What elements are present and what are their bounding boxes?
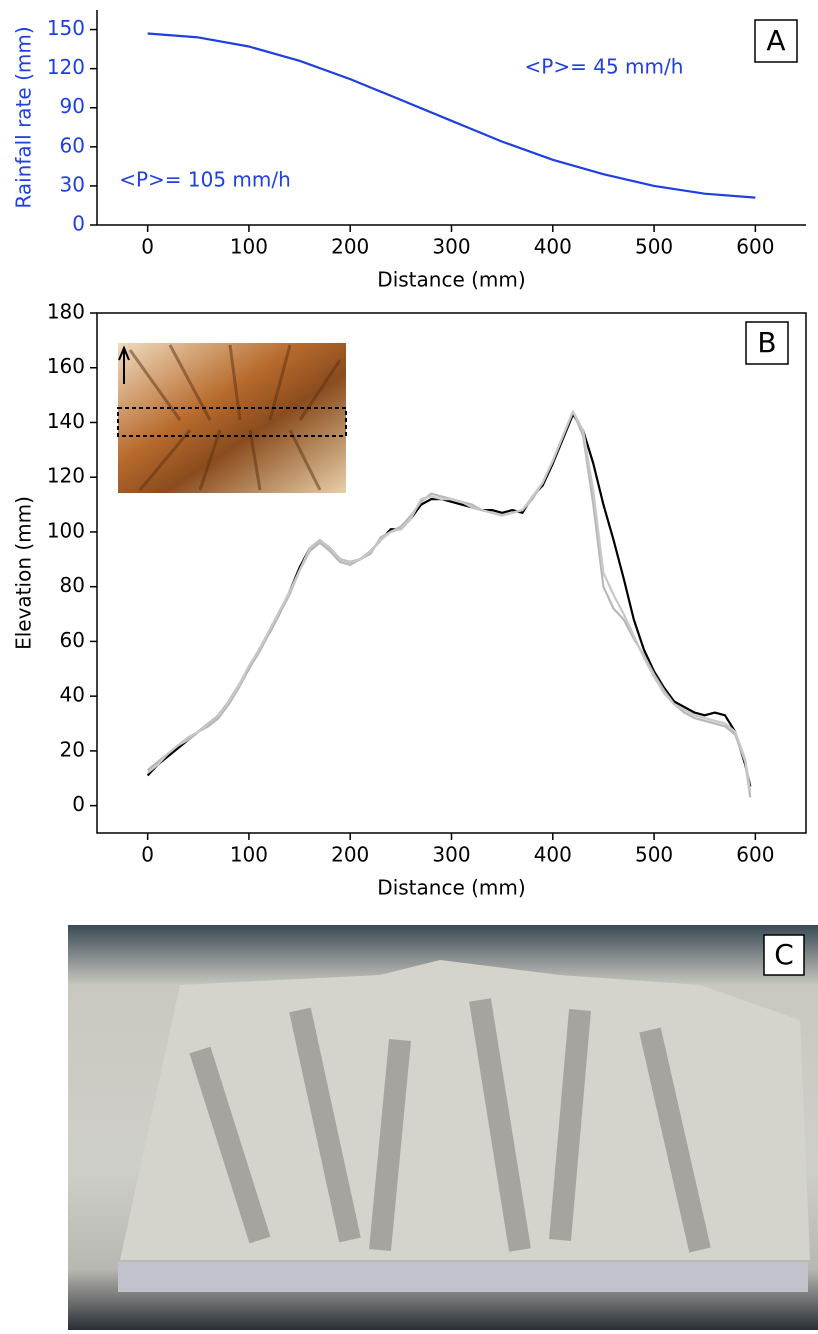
y-tick-label: 90 bbox=[60, 94, 85, 118]
y-tick-label: 120 bbox=[47, 55, 85, 79]
photo: C bbox=[68, 925, 818, 1330]
panel-label-box bbox=[754, 19, 798, 63]
y-tick-label: 120 bbox=[47, 464, 85, 488]
chart: 0 100 200 300 400 500 600 0 30 60 90 120 150 Distance… bbox=[12, 10, 806, 292]
x-tick-label: 300 bbox=[432, 235, 470, 259]
x-tick-label: 200 bbox=[331, 235, 369, 259]
x-tick-label: 0 bbox=[141, 235, 154, 259]
annotation: <P>= 45 mm/h bbox=[525, 55, 684, 79]
y-tick-label: 140 bbox=[47, 409, 85, 433]
panel-label: B bbox=[757, 326, 776, 359]
x-tick-label: 100 bbox=[230, 235, 268, 259]
x-axis-label: Distance (mm) bbox=[377, 876, 525, 900]
inset-map bbox=[117, 343, 347, 493]
y-tick-label: 60 bbox=[60, 628, 85, 652]
y-tick-label: 80 bbox=[60, 573, 85, 597]
y-tick-label: 180 bbox=[47, 300, 85, 324]
y-axis-label: Rainfall rate (mm) bbox=[12, 26, 36, 208]
x-tick-label: 100 bbox=[230, 843, 268, 867]
y-tick-label: 60 bbox=[60, 133, 85, 157]
x-tick-label: 600 bbox=[736, 235, 774, 259]
x-tick-label: 500 bbox=[635, 235, 673, 259]
x-tick-label: 200 bbox=[331, 843, 369, 867]
y-tick-label: 100 bbox=[47, 518, 85, 542]
y-tick-label: 160 bbox=[47, 354, 85, 378]
x-tick-label: 400 bbox=[534, 235, 572, 259]
x-tick-label: 600 bbox=[736, 843, 774, 867]
x-tick-label: 300 bbox=[432, 843, 470, 867]
y-tick-label: 30 bbox=[60, 172, 85, 196]
y-tick-label: 20 bbox=[60, 737, 85, 761]
y-tick-label: 0 bbox=[72, 212, 85, 236]
chart: 0 100 200 300 400 500 600 0 20 40 60 80 100 120 140 160… bbox=[12, 300, 807, 900]
y-axis-label: Elevation (mm) bbox=[12, 496, 36, 650]
x-tick-label: 400 bbox=[534, 843, 572, 867]
x-axis-label: Distance (mm) bbox=[377, 268, 525, 292]
x-tick-label: 500 bbox=[635, 843, 673, 867]
panel-label: C bbox=[774, 938, 794, 971]
data-line bbox=[146, 410, 752, 793]
y-tick-label: 40 bbox=[60, 683, 85, 707]
panel-label: A bbox=[766, 24, 785, 57]
y-tick-label: 150 bbox=[47, 16, 85, 40]
panel-label-box bbox=[745, 321, 789, 365]
data-line bbox=[147, 32, 756, 199]
annotation: <P>= 105 mm/h bbox=[119, 168, 291, 192]
x-tick-label: 0 bbox=[141, 843, 154, 867]
y-tick-label: 0 bbox=[72, 792, 85, 816]
